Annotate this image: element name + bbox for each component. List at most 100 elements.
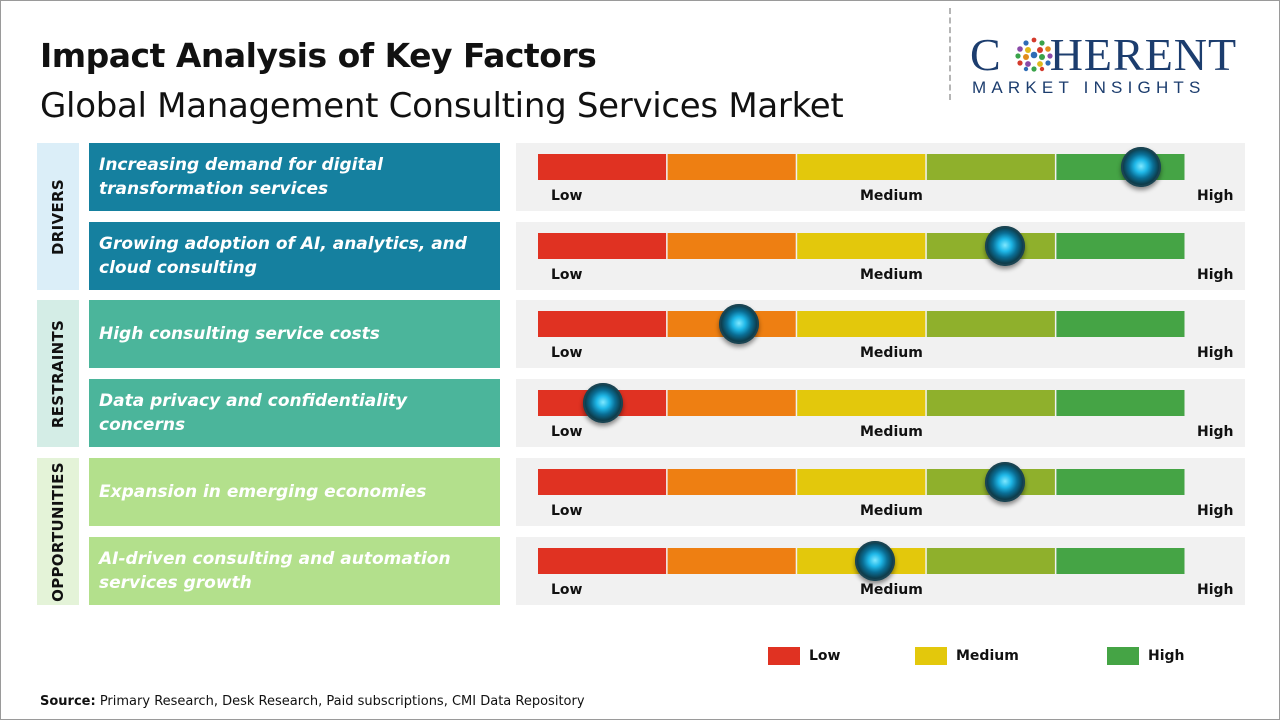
gauge-segment xyxy=(1056,548,1185,574)
gauge-label-low: Low xyxy=(551,424,583,440)
gauge-bar xyxy=(538,233,1185,259)
impact-gauge: Low Medium High xyxy=(516,222,1245,290)
factor-label: Increasing demand for digital transforma… xyxy=(99,155,383,199)
gauge-bar xyxy=(538,311,1185,337)
factor-label: AI-driven consulting and automation serv… xyxy=(99,549,451,593)
gauge-segment xyxy=(926,390,1055,416)
logo-globe-icon xyxy=(1015,37,1053,72)
factor-row: High consulting service costs xyxy=(89,300,500,368)
gauge-label-low: Low xyxy=(551,267,583,283)
source-text: Primary Research, Desk Research, Paid su… xyxy=(95,694,585,709)
factor-row: Data privacy and confidentiality concern… xyxy=(89,379,500,447)
gauge-segment xyxy=(797,390,926,416)
gauge-segment xyxy=(538,154,667,180)
impact-marker xyxy=(582,383,623,423)
gauge-segment xyxy=(797,154,926,180)
gauge-segment xyxy=(926,311,1055,337)
impact-gauge: Low Medium High xyxy=(516,537,1245,605)
impact-marker xyxy=(984,462,1025,502)
gauge-segment xyxy=(538,311,667,337)
gauge-label-low: Low xyxy=(551,503,583,519)
factor-row: Growing adoption of AI, analytics, and c… xyxy=(89,222,500,290)
gauge-label-high: High xyxy=(1197,188,1234,204)
gauge-bar xyxy=(538,469,1185,495)
impact-gauge: Low Medium High xyxy=(516,458,1245,526)
legend-label-medium: Medium xyxy=(956,648,1019,664)
gauge-segment xyxy=(667,548,796,574)
legend-swatch-low xyxy=(768,647,800,665)
gauge-segment xyxy=(1056,154,1185,180)
gauge-segment xyxy=(1056,233,1185,259)
gauge-bar xyxy=(538,390,1185,416)
group-tab-restraints: RESTRAINTS xyxy=(37,300,79,447)
gauge-label-medium: Medium xyxy=(860,267,923,283)
gauge-segment xyxy=(926,548,1055,574)
gauge-segment xyxy=(667,233,796,259)
gauge-segment xyxy=(667,469,796,495)
legend-swatch-medium xyxy=(915,647,947,665)
group-label-opportunities: OPPORTUNITIES xyxy=(49,461,67,602)
logo-tagline: MARKET INSIGHTS xyxy=(972,78,1206,97)
gauge-segment xyxy=(797,311,926,337)
gauge-label-high: High xyxy=(1197,582,1234,598)
gauge-segment xyxy=(667,390,796,416)
factor-row: AI-driven consulting and automation serv… xyxy=(89,537,500,605)
group-tab-drivers: DRIVERS xyxy=(37,143,79,290)
impact-gauge: Low Medium High xyxy=(516,143,1245,211)
gauge-label-high: High xyxy=(1197,345,1234,361)
gauge-bar xyxy=(538,154,1185,180)
legend-item-high: High xyxy=(1107,647,1185,665)
gauge-label-high: High xyxy=(1197,267,1234,283)
factor-label: Expansion in emerging economies xyxy=(99,482,427,502)
gauge-label-low: Low xyxy=(551,188,583,204)
gauge-bar xyxy=(538,548,1185,574)
legend-label-high: High xyxy=(1148,648,1185,664)
gauge-label-medium: Medium xyxy=(860,345,923,361)
group-label-drivers: DRIVERS xyxy=(49,178,67,255)
gauge-segment xyxy=(667,154,796,180)
gauge-label-low: Low xyxy=(551,345,583,361)
logo-wordmark-right: HERENT xyxy=(1049,29,1238,80)
gauge-segment xyxy=(538,548,667,574)
logo-wordmark-left: C xyxy=(970,29,1002,80)
group-label-restraints: RESTRAINTS xyxy=(49,319,67,428)
gauge-label-medium: Medium xyxy=(860,582,923,598)
gauge-label-medium: Medium xyxy=(860,503,923,519)
legend-label-low: Low xyxy=(809,648,841,664)
gauge-label-high: High xyxy=(1197,424,1234,440)
factor-label: Data privacy and confidentiality concern… xyxy=(99,391,408,435)
impact-marker xyxy=(854,541,895,581)
factor-row: Increasing demand for digital transforma… xyxy=(89,143,500,211)
company-logo: C HERENT MARKET INSIGHTS xyxy=(970,30,1260,100)
logo-divider xyxy=(949,8,951,100)
legend-item-low: Low xyxy=(768,647,840,665)
impact-gauge: Low Medium High xyxy=(516,379,1245,447)
source-note: Source: Primary Research, Desk Research,… xyxy=(40,694,585,709)
gauge-segment xyxy=(797,233,926,259)
gauge-segment xyxy=(797,469,926,495)
impact-marker xyxy=(984,226,1025,266)
gauge-segment xyxy=(1056,311,1185,337)
impact-marker xyxy=(1120,147,1161,187)
factor-label: High consulting service costs xyxy=(99,324,380,344)
gauge-segment xyxy=(538,469,667,495)
gauge-segment xyxy=(1056,390,1185,416)
gauge-label-medium: Medium xyxy=(860,188,923,204)
group-tab-opportunities: OPPORTUNITIES xyxy=(37,458,79,605)
factor-label: Growing adoption of AI, analytics, and c… xyxy=(99,234,467,278)
page-title: Impact Analysis of Key Factors xyxy=(40,36,597,75)
page-subtitle: Global Management Consulting Services Ma… xyxy=(40,86,844,126)
gauge-label-high: High xyxy=(1197,503,1234,519)
legend-swatch-high xyxy=(1107,647,1139,665)
legend-item-medium: Medium xyxy=(915,647,1019,665)
gauge-segment xyxy=(926,154,1055,180)
gauge-label-low: Low xyxy=(551,582,583,598)
gauge-segment xyxy=(1056,469,1185,495)
impact-gauge: Low Medium High xyxy=(516,300,1245,368)
logo-wordmark: C HERENT xyxy=(970,30,1237,80)
gauge-segment xyxy=(538,233,667,259)
gauge-label-medium: Medium xyxy=(860,424,923,440)
source-label: Source: xyxy=(40,694,96,709)
factor-row: Expansion in emerging economies xyxy=(89,458,500,526)
impact-marker xyxy=(718,304,759,344)
